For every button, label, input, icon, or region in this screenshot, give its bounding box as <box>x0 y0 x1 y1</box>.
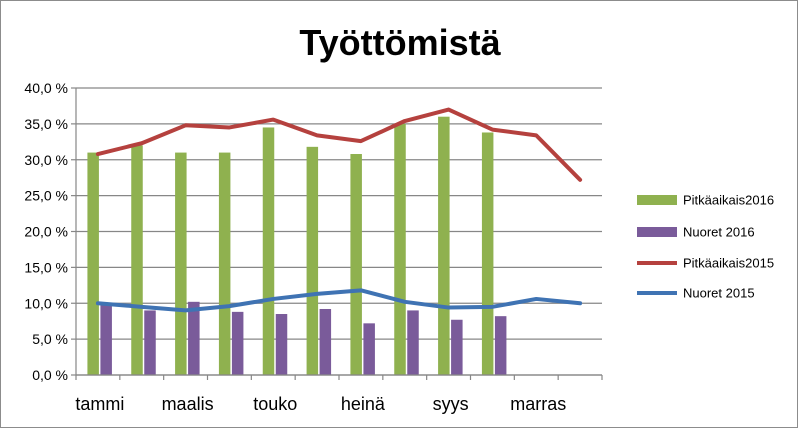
bar <box>494 316 507 375</box>
bar <box>481 132 494 375</box>
legend-label: Pitkäaikais2016 <box>683 193 774 208</box>
x-tick-label: syys <box>433 394 469 414</box>
y-tick-label: 0,0 % <box>32 367 68 383</box>
x-tick-labels: tammi maalis touko heinä syys marras <box>75 394 566 414</box>
bar <box>87 152 99 375</box>
bar <box>275 314 288 375</box>
series-line <box>95 107 583 182</box>
y-tick-label: 20,0 % <box>24 224 68 240</box>
bar <box>188 301 200 375</box>
chart-title: Työttömistä <box>299 22 501 63</box>
y-tick-label: 25,0 % <box>24 188 68 204</box>
legend-label: Pitkäaikais2015 <box>683 256 774 271</box>
bar <box>231 311 244 375</box>
bar <box>131 145 143 375</box>
x-tick-label: touko <box>253 394 297 414</box>
series-line <box>95 288 583 313</box>
bar <box>350 154 362 375</box>
y-tick-label: 15,0 % <box>24 259 68 275</box>
y-tick-label: 5,0 % <box>32 331 68 347</box>
x-tick-label: maalis <box>162 394 214 414</box>
lines <box>95 107 583 313</box>
x-tick-label: tammi <box>75 394 124 414</box>
legend-label: Nuoret 2016 <box>683 225 755 240</box>
axes <box>75 88 603 380</box>
bar <box>100 303 112 375</box>
bar <box>407 310 419 375</box>
bar <box>306 146 319 375</box>
legend-swatch <box>637 227 677 237</box>
bar <box>175 152 187 375</box>
y-tick-label: 30,0 % <box>24 152 68 168</box>
bars <box>87 116 507 376</box>
legend-swatch <box>637 195 677 205</box>
bar <box>363 323 375 375</box>
y-tick-label: 10,0 % <box>24 295 68 311</box>
bar <box>438 116 450 375</box>
y-tick-label: 40,0 % <box>24 80 68 96</box>
bar <box>218 152 231 375</box>
x-tick-label: marras <box>510 394 566 414</box>
bar <box>319 308 332 375</box>
y-tick-label: 35,0 % <box>24 116 68 132</box>
x-tick-label: heinä <box>341 394 386 414</box>
bar <box>451 319 463 375</box>
y-tick-labels: 0,0 % 5,0 % 10,0 % 15,0 % 20,0 % 25,0 % 30,0 %… <box>24 80 68 383</box>
legend-label: Nuoret 2015 <box>683 286 755 301</box>
legend: Pitkäaikais2016 Nuoret 2016 Pitkäaikais201… <box>637 193 774 301</box>
bar <box>394 123 406 375</box>
bar <box>144 310 156 375</box>
bar <box>262 127 275 376</box>
